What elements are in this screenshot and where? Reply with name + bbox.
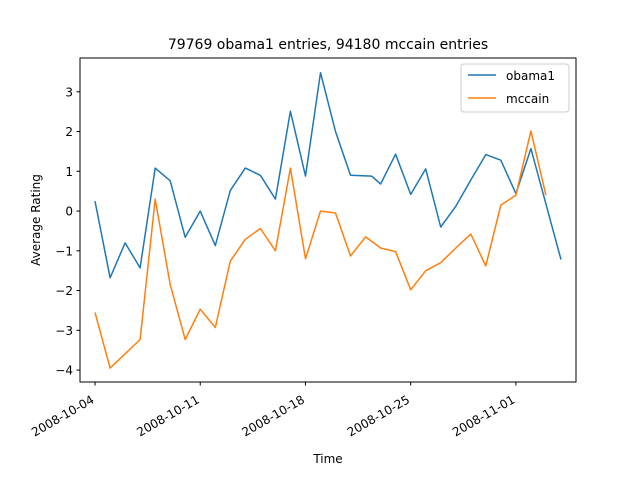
- chart-title: 79769 obama1 entries, 94180 mccain entri…: [168, 37, 488, 53]
- series-line-mccain: [94, 130, 547, 369]
- legend-label-obama1: obama1: [506, 69, 555, 83]
- axes-frame: [79, 57, 577, 383]
- x-axis-title: Time: [312, 452, 342, 466]
- y-tick-label: 0: [65, 205, 73, 219]
- legend-frame: [460, 63, 570, 113]
- legend-label-mccain: mccain: [506, 92, 549, 106]
- series-line-obama1: [94, 71, 562, 279]
- y-tick-label: −3: [55, 324, 73, 338]
- y-tick-label: −1: [55, 244, 73, 258]
- y-tick-label: 2: [65, 125, 73, 139]
- y-tick-label: −4: [55, 364, 73, 378]
- y-tick-label: −2: [55, 284, 73, 298]
- y-axis-title: Average Rating: [29, 174, 43, 266]
- legend: obama1 mccain: [460, 63, 570, 113]
- y-tick-label: 1: [65, 165, 73, 179]
- y-tick-label: 3: [65, 85, 73, 99]
